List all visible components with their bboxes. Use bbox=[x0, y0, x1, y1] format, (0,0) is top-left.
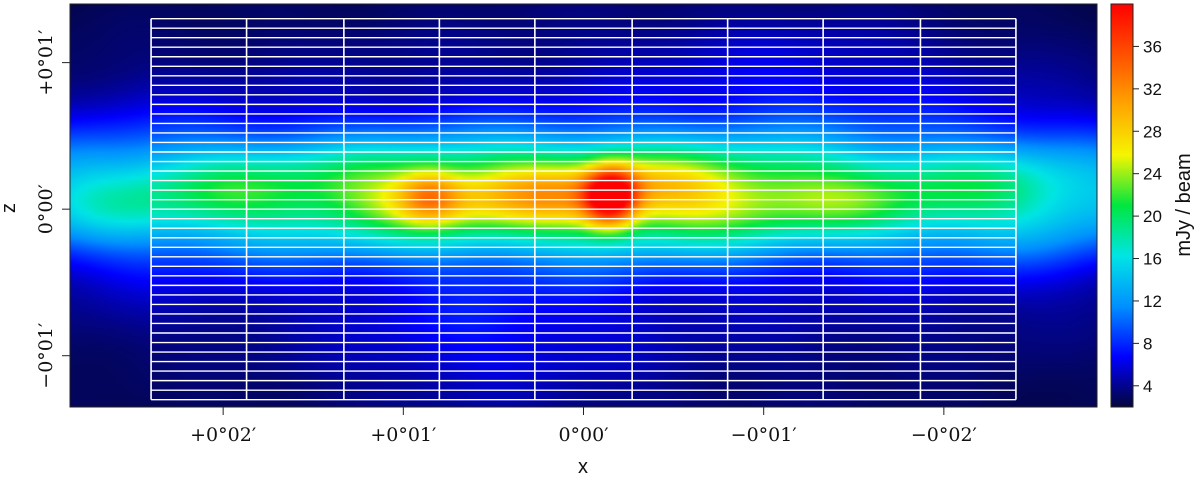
colorbar-tick-label: 4 bbox=[1143, 377, 1152, 396]
x-tick-label: 0°00′ bbox=[558, 424, 608, 446]
x-axis-title: x bbox=[578, 456, 588, 478]
x-tick-label: +0°01′ bbox=[370, 424, 436, 446]
colorbar-tick-label: 28 bbox=[1143, 122, 1162, 141]
colorbar-tick-label: 12 bbox=[1143, 292, 1162, 311]
colorbar: 4 8 12 16 20 24 28 32 36 mJy / beam bbox=[1110, 3, 1195, 408]
z-tick-label: 0°00′ bbox=[35, 184, 57, 234]
colorbar-tick-label: 16 bbox=[1143, 250, 1162, 269]
colorbar-tick-label: 24 bbox=[1143, 165, 1162, 184]
colorbar-label: mJy / beam bbox=[1173, 153, 1195, 256]
x-tick-label: −0°02′ bbox=[911, 424, 977, 446]
z-tick-label: −0°01′ bbox=[35, 323, 57, 389]
colorbar-tick-label: 36 bbox=[1143, 37, 1162, 56]
sampling-grid bbox=[150, 17, 1017, 401]
heatmap-plot-area bbox=[70, 4, 1097, 407]
colorbar-tick-label: 8 bbox=[1143, 334, 1152, 353]
colorbar-tick-label: 32 bbox=[1143, 80, 1162, 99]
z-tick-label: +0°01′ bbox=[35, 30, 57, 96]
x-axis: +0°02′ +0°01′ 0°00′ −0°01′ −0°02′ bbox=[190, 407, 977, 446]
heatmap-image bbox=[70, 4, 1097, 407]
colorbar-ticks: 4 8 12 16 20 24 28 32 36 bbox=[1133, 37, 1162, 396]
z-axis-title: z bbox=[0, 203, 20, 213]
x-tick-label: +0°02′ bbox=[190, 424, 256, 446]
x-tick-label: −0°01′ bbox=[731, 424, 797, 446]
z-axis: +0°01′ 0°00′ −0°01′ bbox=[35, 30, 70, 389]
colorbar-ramp bbox=[1110, 3, 1134, 408]
colorbar-tick-label: 20 bbox=[1143, 207, 1162, 226]
